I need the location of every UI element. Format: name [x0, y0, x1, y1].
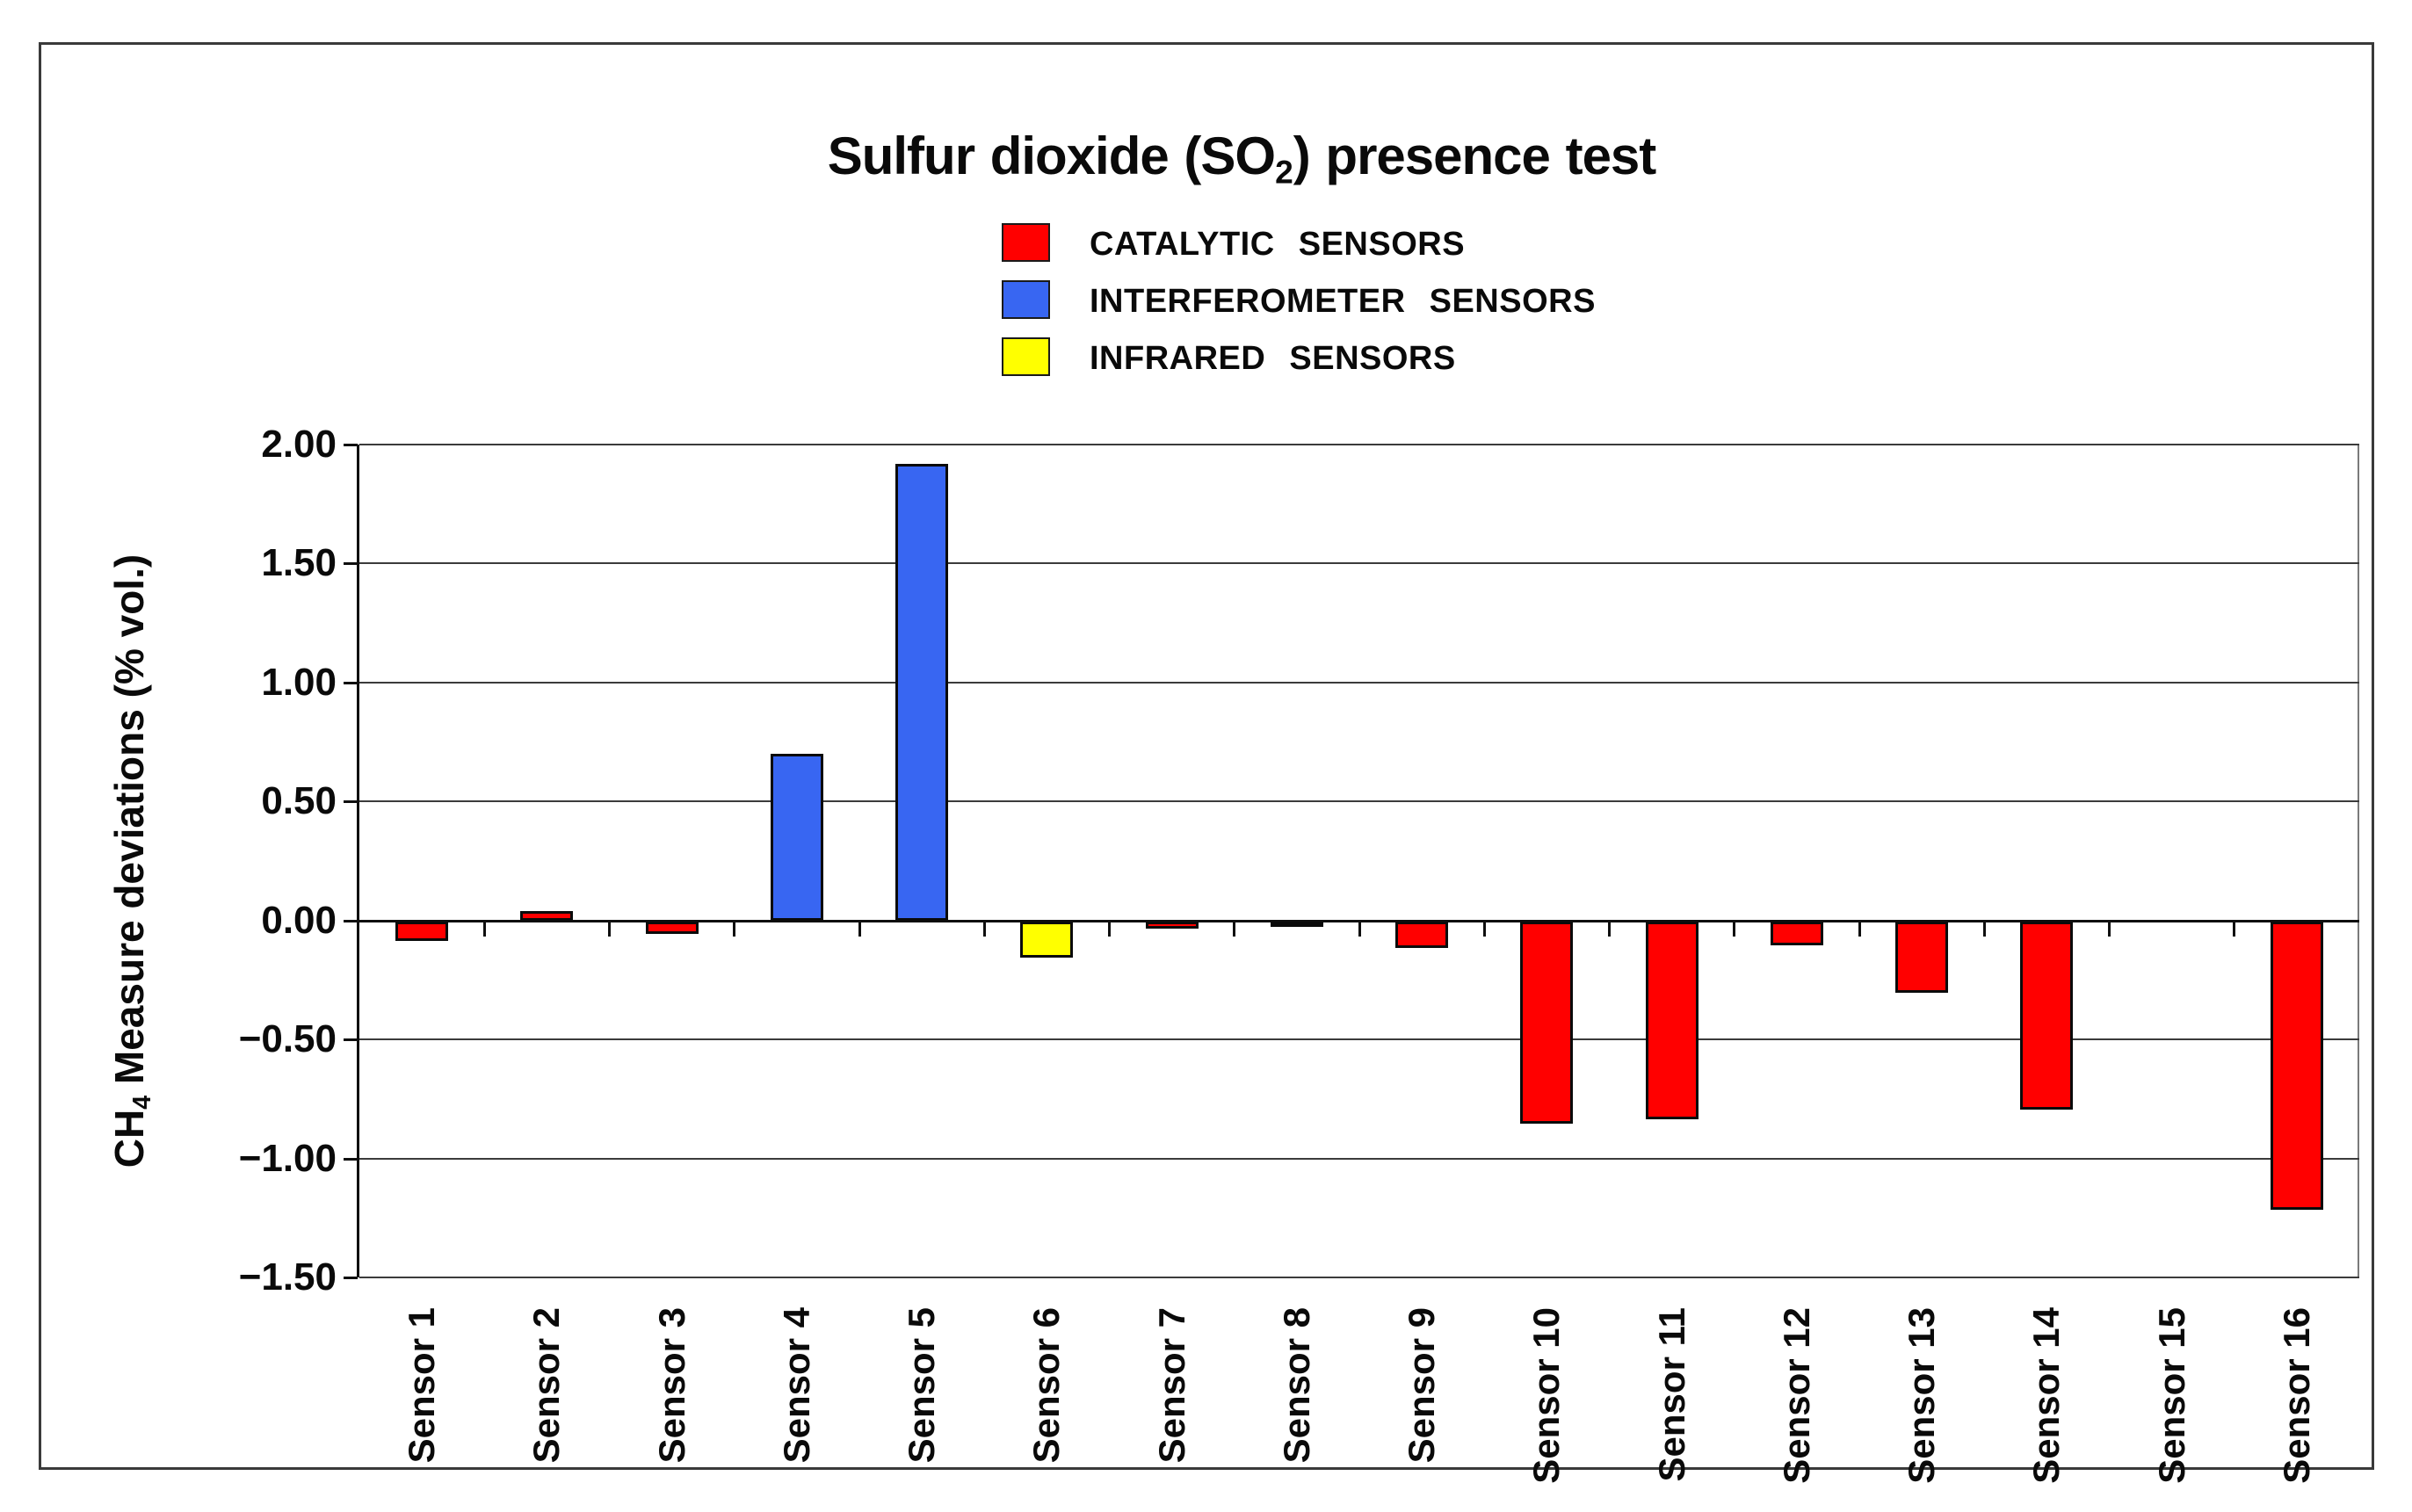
y-axis-tick-0.00 [344, 919, 358, 922]
y-axis-tick--1.50 [344, 1277, 358, 1279]
y-tick-label-1.00: 1.00 [261, 660, 337, 704]
chart-title: Sulfur dioxide (SO2) presence test [363, 126, 2120, 191]
x-label-sensor-1: Sensor 1 [401, 1307, 443, 1464]
legend-swatch-catalytic [1002, 223, 1050, 262]
bar-sensor-7 [1145, 922, 1199, 930]
x-axis-tick-14 [2108, 920, 2111, 937]
y-axis-tick-1.50 [344, 562, 358, 566]
x-label-sensor-6: Sensor 6 [1025, 1307, 1068, 1464]
plot-right-border [2358, 445, 2359, 1277]
chart-title-suffix: ) presence test [1293, 127, 1657, 185]
x-axis-tick-9 [1482, 920, 1486, 937]
legend-label-infrared: INFRARED SENSORS [1090, 340, 1456, 377]
chart-title-prefix: Sulfur dioxide (SO [827, 127, 1276, 185]
x-axis-tick-6 [1108, 920, 1111, 937]
x-label-sensor-12: Sensor 12 [1775, 1307, 1817, 1484]
x-axis-tick-8 [1358, 920, 1361, 937]
y-tick-label-2.00: 2.00 [261, 423, 337, 466]
bar-sensor-16 [2270, 922, 2323, 1210]
x-axis-tick-12 [1858, 920, 1861, 937]
y-axis-tick--0.50 [344, 1038, 358, 1042]
x-label-sensor-3: Sensor 3 [650, 1307, 692, 1464]
x-axis-tick-15 [2233, 920, 2236, 937]
gridline--1.00 [359, 1157, 2359, 1160]
bar-sensor-1 [395, 922, 449, 941]
plot-area [344, 444, 2359, 1279]
x-axis-tick-1 [482, 920, 486, 937]
x-label-sensor-7: Sensor 7 [1150, 1307, 1192, 1464]
x-axis-tick-10 [1608, 920, 1611, 937]
x-axis-tick-2 [608, 920, 611, 937]
x-label-sensor-10: Sensor 10 [1525, 1307, 1568, 1484]
y-axis-title: CH4 Measure deviations (% vol.) [103, 378, 156, 1344]
x-axis-tick-3 [733, 920, 736, 937]
legend-swatch-infrared [1002, 337, 1050, 376]
y-axis-title-suffix: Measure deviations (% vol.) [106, 553, 152, 1096]
x-axis-tick-11 [1733, 920, 1736, 937]
x-axis-tick-7 [1233, 920, 1236, 937]
y-axis-tick--1.00 [344, 1157, 358, 1161]
legend-item-catalytic: CATALYTIC SENSORS [1002, 223, 1617, 263]
legend-item-infrared: INFRARED SENSORS [1002, 337, 1617, 377]
gridline-1.00 [359, 681, 2359, 684]
y-tick-label-0.00: 0.00 [261, 898, 337, 942]
gridline--1.50 [359, 1277, 2359, 1278]
y-tick-label-1.50: 1.50 [261, 541, 337, 585]
y-tick-label--1.00: −1.00 [238, 1136, 337, 1180]
y-axis-title-prefix: CH [106, 1109, 152, 1168]
chart-outer-frame: Sulfur dioxide (SO2) presence test CATAL… [39, 42, 2374, 1484]
legend-label-interferometer: INTERFEROMETER SENSORS [1090, 283, 1596, 320]
x-axis-tick-4 [858, 920, 861, 937]
y-tick-label--1.50: −1.50 [238, 1255, 337, 1299]
bar-sensor-3 [645, 922, 699, 934]
x-label-sensor-13: Sensor 13 [1901, 1307, 1943, 1484]
x-label-sensor-4: Sensor 4 [775, 1307, 817, 1464]
y-axis-tick-2.00 [344, 444, 358, 446]
gridline-0.50 [359, 800, 2359, 803]
bar-sensor-6 [1020, 922, 1074, 958]
x-label-sensor-5: Sensor 5 [901, 1307, 943, 1464]
bar-sensor-9 [1395, 922, 1449, 948]
chart-title-subscript: 2 [1275, 153, 1293, 191]
legend-label-catalytic: CATALYTIC SENSORS [1090, 226, 1466, 263]
bar-sensor-4 [770, 754, 823, 921]
y-axis-tick-1.00 [344, 681, 358, 684]
y-axis-line [357, 445, 359, 1277]
x-axis-tick-5 [982, 920, 986, 937]
gridline-2.00 [359, 444, 2359, 445]
x-label-sensor-11: Sensor 11 [1650, 1307, 1692, 1482]
bar-sensor-2 [520, 910, 574, 921]
x-axis-tick-13 [1982, 920, 1986, 937]
x-label-sensor-2: Sensor 2 [525, 1307, 568, 1464]
gridline-1.50 [359, 562, 2359, 565]
bar-sensor-12 [1770, 922, 1823, 946]
x-label-sensor-9: Sensor 9 [1401, 1307, 1443, 1464]
bar-sensor-5 [895, 463, 949, 921]
y-tick-label-0.50: 0.50 [261, 779, 337, 823]
bar-sensor-11 [1645, 922, 1699, 1119]
legend-swatch-interferometer [1002, 280, 1050, 319]
bar-sensor-10 [1520, 922, 1574, 1125]
x-label-sensor-16: Sensor 16 [2275, 1307, 2317, 1484]
x-label-sensor-15: Sensor 15 [2150, 1307, 2192, 1484]
x-label-sensor-8: Sensor 8 [1275, 1307, 1317, 1464]
bar-sensor-8 [1270, 922, 1323, 928]
y-axis-tick-0.50 [344, 800, 358, 804]
y-tick-label--0.50: −0.50 [238, 1017, 337, 1061]
x-label-sensor-14: Sensor 14 [2025, 1307, 2068, 1484]
gridline--0.50 [359, 1038, 2359, 1041]
bar-sensor-14 [2020, 922, 2074, 1110]
y-axis-title-subscript: 4 [127, 1095, 156, 1110]
legend-item-interferometer: INTERFEROMETER SENSORS [1002, 280, 1617, 320]
bar-sensor-13 [1895, 922, 1949, 994]
